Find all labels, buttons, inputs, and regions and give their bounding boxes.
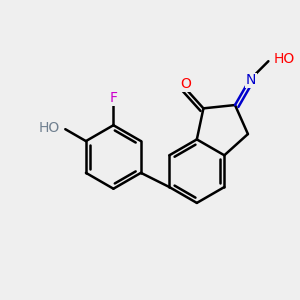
Text: HO: HO — [274, 52, 295, 66]
Text: F: F — [110, 91, 117, 105]
Text: O: O — [180, 77, 191, 91]
Text: N: N — [245, 73, 256, 87]
Text: HO: HO — [38, 121, 60, 135]
